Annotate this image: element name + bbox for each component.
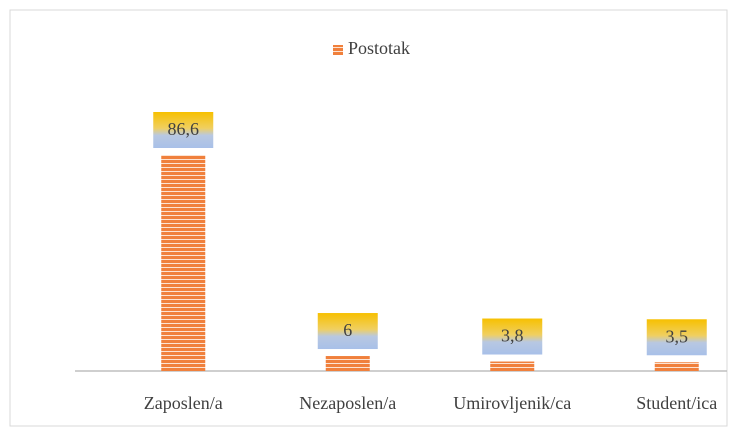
data-label-box	[317, 313, 378, 350]
x-tick-label: Umirovljenik/ca	[453, 393, 571, 413]
x-tick-label: Nezaposlen/a	[299, 393, 396, 413]
legend-label: Postotak	[348, 38, 410, 58]
bar	[325, 356, 370, 371]
bar	[161, 155, 206, 371]
data-label: 3,5	[666, 326, 689, 346]
bar	[654, 362, 699, 371]
legend-swatch	[333, 45, 343, 55]
data-label: 6	[343, 320, 352, 340]
chart-frame	[9, 9, 728, 427]
data-label-box	[482, 318, 543, 355]
data-label-box	[153, 112, 214, 148]
x-tick-label: Student/ica	[636, 393, 717, 413]
data-label-box	[646, 319, 707, 356]
bar	[490, 361, 535, 371]
data-label: 3,8	[501, 326, 524, 346]
data-label: 86,6	[168, 119, 200, 139]
x-tick-label: Zaposlen/a	[144, 393, 223, 413]
